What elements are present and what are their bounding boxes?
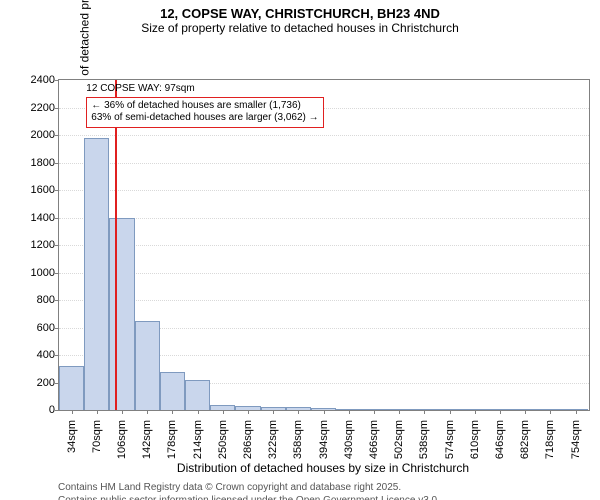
y-tick-label: 1200 (31, 239, 59, 251)
x-tick-label: 682sqm (519, 416, 531, 459)
x-tick (198, 410, 199, 414)
histogram-bar (160, 372, 185, 411)
y-tick-label: 200 (37, 377, 59, 389)
x-tick (324, 410, 325, 414)
x-tick-label: 214sqm (192, 416, 204, 459)
x-tick (147, 410, 148, 414)
x-tick-label: 106sqm (116, 416, 128, 459)
y-tick-label: 0 (49, 404, 59, 416)
histogram-bar (59, 366, 84, 410)
histogram-bar (135, 321, 160, 410)
x-tick (97, 410, 98, 414)
y-tick-label: 400 (37, 349, 59, 361)
gridline (59, 300, 589, 301)
x-tick-label: 178sqm (166, 416, 178, 459)
x-tick-label: 538sqm (418, 416, 430, 459)
x-tick-label: 466sqm (368, 416, 380, 459)
comparison-annotation: ← 36% of detached houses are smaller (1,… (86, 97, 323, 128)
x-tick-label: 502sqm (393, 416, 405, 459)
y-tick-label: 1600 (31, 184, 59, 196)
y-tick-label: 800 (37, 294, 59, 306)
gridline (59, 135, 589, 136)
x-tick-label: 574sqm (444, 416, 456, 459)
y-tick-label: 2400 (31, 74, 59, 86)
x-tick-label: 610sqm (469, 416, 481, 459)
x-tick (525, 410, 526, 414)
x-tick (172, 410, 173, 414)
x-tick-label: 70sqm (91, 416, 103, 453)
y-tick-label: 2000 (31, 129, 59, 141)
x-tick (349, 410, 350, 414)
y-tick-label: 2200 (31, 102, 59, 114)
x-tick (450, 410, 451, 414)
histogram-bar (185, 380, 210, 410)
x-tick-label: 754sqm (570, 416, 582, 459)
x-tick (298, 410, 299, 414)
plot-region: 0200400600800100012001400160018002000220… (58, 79, 590, 411)
x-tick (550, 410, 551, 414)
x-tick-label: 394sqm (318, 416, 330, 459)
annotation-larger: 63% of semi-detached houses are larger (… (91, 112, 318, 125)
x-tick-label: 250sqm (217, 416, 229, 459)
y-tick-label: 600 (37, 322, 59, 334)
property-marker-line (115, 80, 117, 410)
x-tick (248, 410, 249, 414)
x-tick-label: 142sqm (141, 416, 153, 459)
x-tick (72, 410, 73, 414)
x-tick (374, 410, 375, 414)
x-tick (122, 410, 123, 414)
x-tick-label: 430sqm (343, 416, 355, 459)
x-tick (424, 410, 425, 414)
x-tick-label: 34sqm (66, 416, 78, 453)
x-tick (223, 410, 224, 414)
property-point-label: 12 COPSE WAY: 97sqm (86, 83, 194, 94)
y-tick-label: 1800 (31, 157, 59, 169)
x-tick (399, 410, 400, 414)
footer-attribution: Contains HM Land Registry data © Crown c… (58, 481, 440, 500)
x-tick (273, 410, 274, 414)
histogram-bar (109, 218, 134, 411)
gridline (59, 218, 589, 219)
y-tick-label: 1000 (31, 267, 59, 279)
gridline (59, 273, 589, 274)
gridline (59, 163, 589, 164)
footer-line-1: Contains HM Land Registry data © Crown c… (58, 481, 440, 494)
x-tick (576, 410, 577, 414)
x-tick-label: 286sqm (242, 416, 254, 459)
y-tick-label: 1400 (31, 212, 59, 224)
x-tick-label: 322sqm (267, 416, 279, 459)
x-axis-label: Distribution of detached houses by size … (58, 461, 588, 475)
annotation-smaller: ← 36% of detached houses are smaller (1,… (91, 100, 318, 113)
x-tick-label: 358sqm (292, 416, 304, 459)
gridline (59, 190, 589, 191)
x-tick (500, 410, 501, 414)
footer-line-2: Contains public sector information licen… (58, 494, 440, 500)
x-tick-label: 646sqm (494, 416, 506, 459)
gridline (59, 245, 589, 246)
x-tick (475, 410, 476, 414)
histogram-bar (84, 138, 109, 410)
x-tick-label: 718sqm (544, 416, 556, 459)
